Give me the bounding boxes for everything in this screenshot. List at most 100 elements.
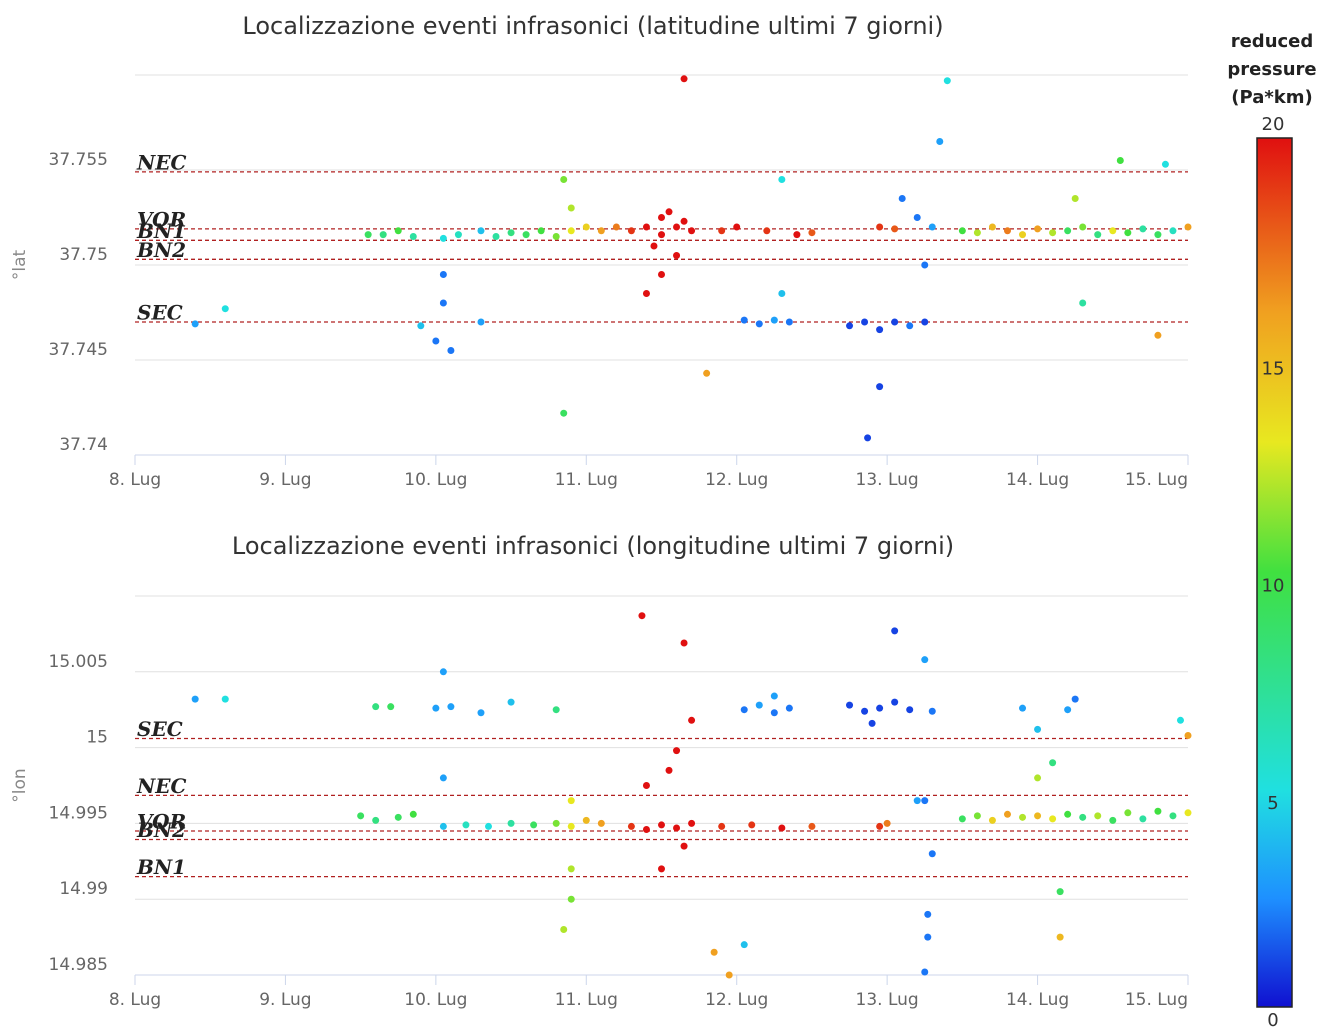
event-point [861,318,869,326]
event-point [447,347,455,354]
event-point [567,865,575,873]
colorbar-title: reduced [1231,31,1314,52]
event-point [876,704,884,712]
event-point [477,227,485,235]
event-point [718,822,726,830]
event-point [898,195,906,202]
event-point [1154,807,1162,815]
event-point [612,223,620,231]
event-point [1049,229,1057,237]
event-point [921,656,929,664]
event-point [1109,227,1117,235]
event-point [1094,812,1102,820]
event-point [891,698,899,706]
reference-label: BN2 [136,238,186,262]
event-point [507,698,515,706]
event-point [1064,706,1072,714]
y-tick-label: 37.755 [49,150,108,170]
event-point [988,816,996,824]
event-point [680,639,688,647]
event-point [364,231,372,239]
x-tick-label: 14. Lug [1006,470,1069,490]
event-point [1034,225,1042,233]
event-point [770,709,778,717]
event-point [680,75,688,83]
reference-label: VOR [137,207,186,231]
event-point [861,707,869,715]
event-point [958,815,966,823]
x-tick-label: 8. Lug [109,470,161,490]
event-point [439,774,447,782]
event-point [921,797,929,805]
event-point [1003,810,1011,818]
event-point [567,895,575,903]
event-point [492,233,500,240]
colorbar-tick-label: 20 [1262,114,1285,135]
event-point [567,227,575,235]
event-point [522,231,530,239]
event-point [597,819,605,827]
event-point [1169,227,1177,235]
event-point [394,813,402,821]
event-point [808,229,816,237]
colorbar-title: (Pa*km) [1231,87,1312,108]
event-point [1109,816,1117,824]
event-point [357,812,365,820]
event-point [755,320,763,328]
event-point [372,703,380,711]
event-point [642,223,650,231]
event-point [936,138,944,145]
event-point [650,242,658,250]
event-point [1094,231,1102,239]
event-point [1056,888,1064,896]
event-point [439,234,447,242]
event-point [1184,223,1192,231]
colorbar-tick-label: 10 [1262,576,1285,597]
event-point [439,271,447,278]
event-point [673,824,681,832]
event-point [1019,231,1027,239]
event-point [1019,704,1027,712]
x-tick-label: 14. Lug [1006,990,1069,1010]
y-tick-label: 37.74 [59,435,108,455]
event-point [1154,231,1162,239]
event-point [447,703,455,711]
event-point [673,223,681,231]
event-point [567,822,575,830]
reference-label: NEC [136,774,187,798]
event-point [876,822,884,830]
event-point [778,824,786,832]
event-point [477,709,485,717]
event-point [658,231,665,239]
event-point [552,706,560,714]
event-point [658,214,665,221]
event-point [846,322,854,330]
event-point [507,819,515,827]
y-tick-label: 15 [86,728,108,748]
event-point [1176,716,1184,724]
event-point [1064,227,1072,235]
reference-label: SEC [137,301,183,325]
event-point [913,214,921,221]
event-point [642,825,650,833]
event-point [906,322,914,330]
y-tick-label: 37.745 [49,340,108,360]
colorbar-tick-label: 15 [1262,358,1285,379]
x-tick-label: 9. Lug [259,990,311,1010]
event-point [770,692,778,700]
event-point [793,231,801,239]
event-point [846,701,854,709]
event-point [973,812,981,820]
x-tick-label: 9. Lug [259,470,311,490]
event-point [680,842,688,850]
event-point [221,695,229,703]
event-point [778,176,786,183]
reference-label: BN2 [136,818,186,842]
event-point [785,318,793,326]
event-point [462,821,470,829]
event-point [906,706,914,714]
reference-label: SEC [137,717,183,741]
reference-label: BN1 [136,219,186,243]
x-tick-label: 8. Lug [109,990,161,1010]
